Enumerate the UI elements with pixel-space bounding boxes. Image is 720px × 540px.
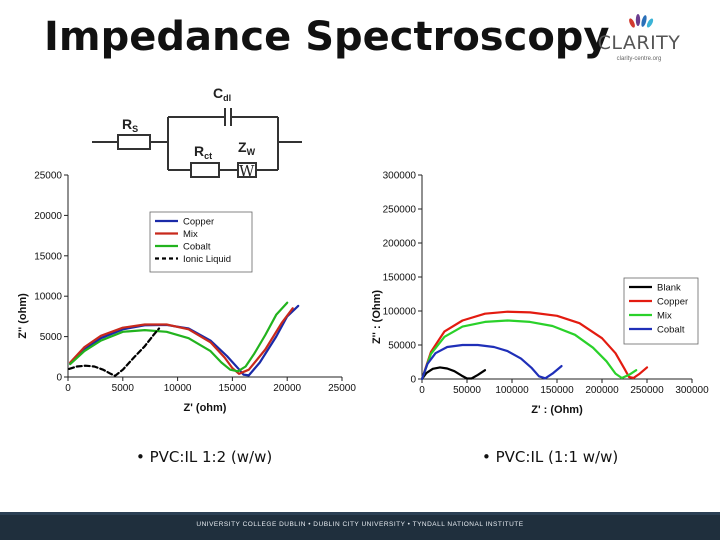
legend-label: Mix — [183, 229, 198, 240]
x-tick-label: 100000 — [495, 385, 529, 396]
y-axis-label: Z'' : (Ohm) — [371, 290, 383, 344]
y-tick-label: 10000 — [34, 292, 62, 303]
y-tick-label: 0 — [410, 375, 416, 386]
zw-label-main: Z — [238, 139, 247, 155]
x-axis-label: Z' : (Ohm) — [531, 404, 583, 416]
y-tick-label: 20000 — [34, 211, 62, 222]
legend-label: Cobalt — [183, 242, 211, 253]
series-line-blank — [420, 366, 487, 381]
x-tick-label: 150000 — [540, 385, 574, 396]
series-line-cobalt — [420, 343, 563, 381]
series-line-cobalt — [69, 301, 289, 373]
rct-label-main: R — [194, 143, 204, 159]
x-tick-label: 200000 — [585, 385, 619, 396]
y-tick-label: 100000 — [383, 307, 417, 318]
w-label: W — [239, 162, 255, 178]
rct-label: Rct — [194, 143, 212, 161]
logo-figure-icon — [629, 14, 654, 28]
rs-label-main: R — [122, 116, 132, 132]
chart-left: 0 5000 10000 15000 20000 25000 0 5000 10000 15000… — [0, 160, 360, 420]
logo-wordmark: CLARITY — [597, 32, 681, 54]
slide-title: Impedance Spectroscopy — [44, 14, 610, 60]
y-tick-label: 200000 — [383, 239, 417, 250]
rs-label-sub: S — [132, 124, 138, 134]
y-tick-label: 0 — [56, 373, 62, 384]
x-tick-label: 10000 — [164, 383, 192, 394]
legend-label: Copper — [657, 297, 688, 308]
x-tick-label: 250000 — [630, 385, 664, 396]
x-tick-label: 25000 — [328, 383, 356, 394]
footer-stripe — [0, 512, 720, 515]
x-tick-label: 300000 — [675, 385, 709, 396]
chart-left-svg: 0 5000 10000 15000 20000 25000 0 5000 10000 15000… — [17, 171, 356, 415]
legend-label: Mix — [657, 311, 672, 322]
equivalent-circuit: Cdl RS Rct ZW W — [92, 85, 302, 178]
rs-label: RS — [122, 116, 138, 134]
rs-resistor — [117, 134, 151, 150]
zw-label: ZW — [238, 139, 256, 157]
legend-label: Ionic Liquid — [183, 254, 231, 265]
y-tick-label: 300000 — [383, 171, 417, 182]
footer-bar: UNIVERSITY COLLEGE DUBLIN • DUBLIN CITY … — [0, 512, 720, 540]
x-tick-label: 20000 — [273, 383, 301, 394]
y-tick-label: 25000 — [34, 171, 62, 182]
clarity-logo: CLARITY clarity-centre.org — [584, 10, 694, 70]
series-line-ionic-liquid — [67, 327, 161, 377]
y-axis-label: Z'' (ohm) — [17, 293, 29, 339]
y-tick-label: 15000 — [34, 251, 62, 262]
chart-right-svg: 0 50000 100000 150000 200000 250000 300000 0 500… — [371, 171, 709, 417]
y-tick-label: 5000 — [40, 332, 63, 343]
series-line-mix — [69, 307, 294, 375]
zw-label-sub: W — [247, 147, 256, 157]
legend-label: Cobalt — [657, 325, 685, 336]
footer-institutions: UNIVERSITY COLLEGE DUBLIN • DUBLIN CITY … — [196, 521, 524, 528]
y-tick-label: 50000 — [388, 341, 416, 352]
legend-label: Blank — [657, 283, 681, 294]
legend-box — [623, 277, 699, 345]
x-tick-label: 0 — [65, 383, 71, 394]
bullet-left: • PVC:IL 1:2 (w/w) — [136, 448, 273, 466]
x-tick-label: 50000 — [453, 385, 481, 396]
x-tick-label: 0 — [419, 385, 425, 396]
logo-leaf-red — [629, 18, 635, 28]
x-axis-label: Z' (ohm) — [184, 402, 227, 414]
cdl-label-sub: dl — [223, 93, 231, 103]
cdl-label: Cdl — [213, 85, 231, 103]
series-line-copper — [420, 310, 649, 381]
x-tick-label: 5000 — [112, 383, 135, 394]
legend-label: Copper — [183, 217, 214, 228]
cdl-label-main: C — [213, 85, 223, 101]
y-tick-label: 250000 — [383, 205, 417, 216]
rct-label-sub: ct — [204, 151, 212, 161]
y-tick-label: 150000 — [383, 273, 417, 284]
logo-subtitle: clarity-centre.org — [616, 56, 662, 62]
bullet-right: • PVC:IL (1:1 w/w) — [482, 448, 619, 466]
series-line-copper — [69, 304, 300, 377]
x-tick-label: 15000 — [218, 383, 246, 394]
logo-leaf-purple — [635, 14, 641, 26]
logo-leaf-cyan — [646, 18, 654, 28]
logo-leaf-blue — [641, 15, 647, 27]
series-line-mix — [420, 319, 638, 381]
chart-right: 0 50000 100000 150000 200000 250000 300000 0 500… — [360, 160, 720, 420]
